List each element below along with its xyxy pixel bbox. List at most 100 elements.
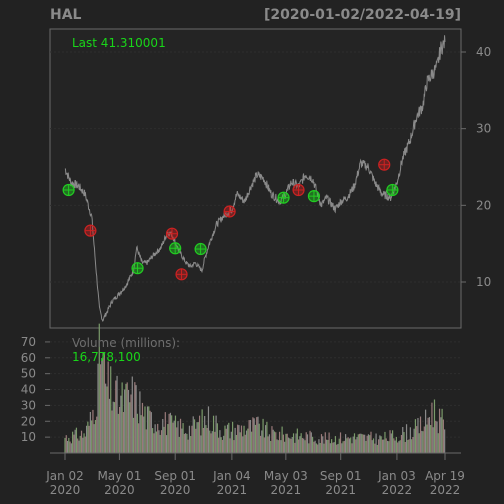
volume-bar <box>313 441 315 453</box>
volume-bar <box>329 443 331 453</box>
volume-bar <box>317 444 319 453</box>
volume-bar <box>324 432 326 453</box>
volume-bar <box>311 436 314 453</box>
volume-bar <box>267 436 269 453</box>
volume-bar <box>336 444 338 453</box>
volume-bar <box>154 424 156 453</box>
volume-bar <box>112 401 114 453</box>
volume-bar <box>358 433 361 453</box>
volume-bar <box>242 436 244 453</box>
volume-bar <box>66 441 69 453</box>
volume-bar <box>82 437 84 453</box>
volume-bar <box>306 434 309 453</box>
volume-bar <box>257 416 259 453</box>
volume-bar <box>80 430 83 453</box>
volume-label: Volume (millions): <box>72 336 180 350</box>
volume-bar <box>83 433 85 453</box>
sell-signal-marker <box>84 224 97 237</box>
volume-bar <box>69 441 71 453</box>
x-tick-label-year: 2020 <box>160 483 191 497</box>
volume-bar <box>275 432 277 453</box>
volume-bar <box>234 427 236 453</box>
volume-bar <box>325 439 328 453</box>
volume-bar <box>92 409 94 453</box>
volume-bar <box>412 437 414 453</box>
volume-bar <box>389 430 391 453</box>
volume-bar <box>210 433 212 453</box>
x-tick-label-month: Sep 01 <box>320 469 362 483</box>
volume-bar <box>164 412 166 453</box>
volume-bar <box>338 438 340 453</box>
volume-bar <box>348 438 351 453</box>
x-tick-label-month: Jan 03 <box>377 469 416 483</box>
buy-signal-marker <box>62 183 75 197</box>
buy-signal-marker <box>277 191 290 204</box>
volume-bar <box>233 440 235 453</box>
volume-bar <box>328 432 330 453</box>
volume-bar <box>187 439 189 453</box>
volume-bar <box>437 433 439 453</box>
volume-bar <box>378 439 380 453</box>
volume-bar <box>298 439 300 453</box>
volume-bar <box>441 408 443 453</box>
volume-bar <box>278 431 281 453</box>
volume-bar <box>91 420 93 453</box>
volume-bar <box>411 439 413 453</box>
volume-bar <box>160 430 163 453</box>
volume-bar <box>122 412 125 453</box>
volume-bar <box>384 431 386 453</box>
volume-bar <box>77 438 79 453</box>
volume-bar <box>374 443 376 453</box>
volume-bar <box>200 435 202 453</box>
volume-bar <box>343 440 345 453</box>
volume-bar <box>339 432 342 453</box>
volume-bar <box>379 435 381 453</box>
volume-bar <box>276 439 278 453</box>
volume-bar <box>430 425 432 453</box>
volume-bar <box>88 425 90 453</box>
volume-bar <box>169 412 171 453</box>
x-tick-label-month: Sep 01 <box>154 469 196 483</box>
volume-bar <box>416 426 418 453</box>
volume-bar <box>353 433 356 453</box>
x-tick-label-year: 2021 <box>325 483 356 497</box>
volume-bar <box>176 427 178 453</box>
volume-bar <box>287 437 290 453</box>
buy-signal-marker <box>307 190 321 203</box>
volume-bar <box>376 444 378 453</box>
volume-bar <box>282 434 284 453</box>
volume-bar <box>432 427 434 453</box>
volume-bar <box>181 428 183 453</box>
volume-bar <box>259 435 262 453</box>
volume-tick-label: 30 <box>21 398 36 412</box>
x-tick-label-year: 2022 <box>382 483 413 497</box>
volume-bar <box>223 435 225 453</box>
volume-bar <box>394 440 396 453</box>
volume-bar <box>419 416 422 453</box>
volume-bar <box>125 383 127 453</box>
volume-bar <box>400 434 403 453</box>
price-gridlines <box>50 51 461 283</box>
volume-bar <box>362 434 364 453</box>
volume-bar <box>402 427 404 453</box>
volume-bar <box>89 412 91 453</box>
volume-bar <box>186 433 188 453</box>
volume-bar <box>385 438 387 453</box>
volume-bar <box>221 439 224 453</box>
volume-bar <box>117 413 119 453</box>
volume-bar <box>356 436 358 453</box>
volume-bar <box>367 434 370 453</box>
volume-bar <box>75 427 78 453</box>
volume-bar <box>230 431 232 453</box>
volume-bar <box>138 423 140 453</box>
volume-bar <box>262 418 264 453</box>
volume-bar <box>281 426 283 453</box>
volume-bar <box>84 436 86 453</box>
volume-bar <box>391 430 394 453</box>
sell-signal-marker <box>378 158 391 171</box>
volume-bar <box>272 429 274 453</box>
volume-bar <box>87 421 89 453</box>
volume-bar <box>428 417 430 453</box>
volume-bar <box>140 415 142 453</box>
